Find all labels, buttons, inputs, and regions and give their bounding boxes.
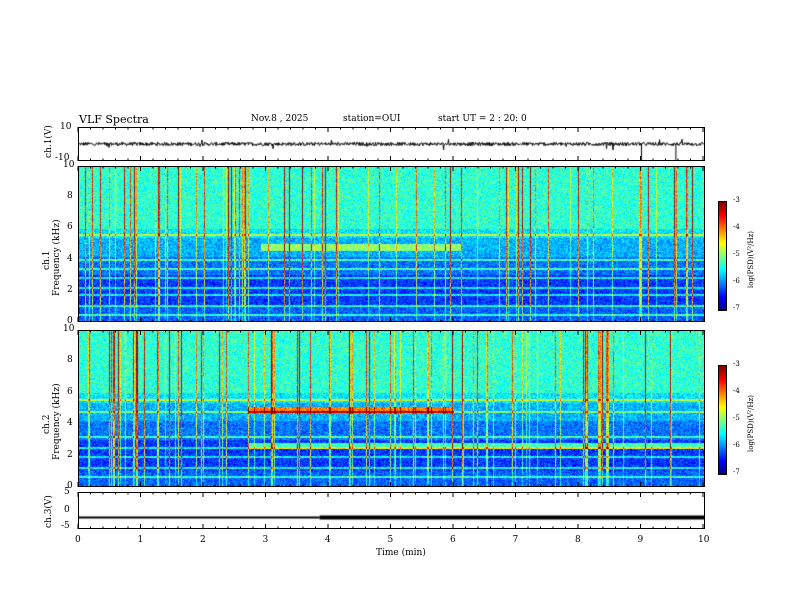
- ch1-spec-ytick: 0: [67, 316, 73, 326]
- ch3-level-plot: [79, 493, 704, 528]
- ch2-spectrogram-heatmap: [79, 331, 704, 486]
- start-time-label: start UT = 2 : 20: 0: [438, 114, 527, 124]
- x-axis-tick: 5: [387, 535, 394, 545]
- ch2-colorbar: [718, 365, 727, 475]
- ch3-ytick-mid: 0: [64, 505, 70, 515]
- ch2-spec-ytick: 8: [67, 355, 73, 366]
- chart-title: VLF Spectra: [79, 113, 149, 126]
- x-axis-label: Time (min): [376, 548, 426, 558]
- ch2-colorbar-gradient: [719, 366, 726, 474]
- station-label: station=OUI: [343, 114, 401, 124]
- ch2-colorbar-tick: -7: [733, 468, 740, 476]
- x-axis-tick: 8: [575, 535, 581, 545]
- x-axis-tick: 9: [637, 535, 644, 545]
- x-axis-tick: 6: [450, 535, 456, 545]
- ch1-spec-ytick: 10: [63, 160, 75, 170]
- ch1-spec-ytick: 6: [67, 222, 73, 233]
- ch1-colorbar-tick: -5: [733, 250, 740, 258]
- ch3-level-panel: [78, 492, 705, 529]
- ch1-colorbar: [718, 201, 727, 311]
- ch2-colorbar-tick: -6: [733, 441, 740, 449]
- ch1-spec-ytick: 2: [67, 284, 73, 295]
- ch1-spec-ytick: 8: [67, 191, 73, 202]
- ch3-ytick-top: 5: [64, 487, 70, 497]
- ch1-waveform-panel: [78, 127, 705, 161]
- x-axis-tick: 1: [137, 535, 144, 545]
- ch1-ytick-bottom: -10: [55, 153, 70, 163]
- ch1-colorbar-tick: -4: [733, 223, 740, 231]
- x-axis-tick: 4: [325, 535, 331, 545]
- ch3-ytick-bottom: -5: [61, 521, 70, 531]
- ch1-colorbar-gradient: [719, 202, 726, 310]
- ch1-colorbar-tick: -7: [733, 304, 740, 312]
- date-label: Nov.8 , 2025: [251, 114, 309, 124]
- ch2-colorbar-tick: -4: [733, 387, 740, 395]
- ch1-colorbar-tick: -6: [733, 277, 740, 285]
- x-axis-tick: 0: [75, 535, 81, 545]
- ch1-spectrogram-heatmap: [79, 167, 704, 321]
- ch2-spectrogram-panel: [78, 330, 705, 487]
- x-axis-tick: 2: [200, 535, 206, 545]
- x-axis-tick: 7: [512, 535, 519, 545]
- ch2-colorbar-tick: -5: [733, 414, 740, 422]
- ch1-colorbar-tick: -3: [733, 196, 740, 204]
- ch2-spec-ytick: 2: [67, 449, 73, 460]
- ch2-spec-ytick: 10: [63, 324, 75, 334]
- ch2-spec-ytick: 4: [67, 418, 73, 429]
- x-axis-tick: 10: [698, 535, 710, 545]
- ch2-spec-ytick: 0: [67, 481, 73, 491]
- x-axis-tick: 3: [262, 535, 269, 545]
- ch1-ytick-top: 10: [60, 122, 72, 132]
- ch2-colorbar-tick: -3: [733, 360, 740, 368]
- ch1-waveform-plot: [79, 128, 704, 160]
- ch2-spec-ytick: 6: [67, 386, 73, 397]
- ch1-spec-ytick: 4: [67, 253, 73, 264]
- ch1-spectrogram-panel: [78, 166, 705, 322]
